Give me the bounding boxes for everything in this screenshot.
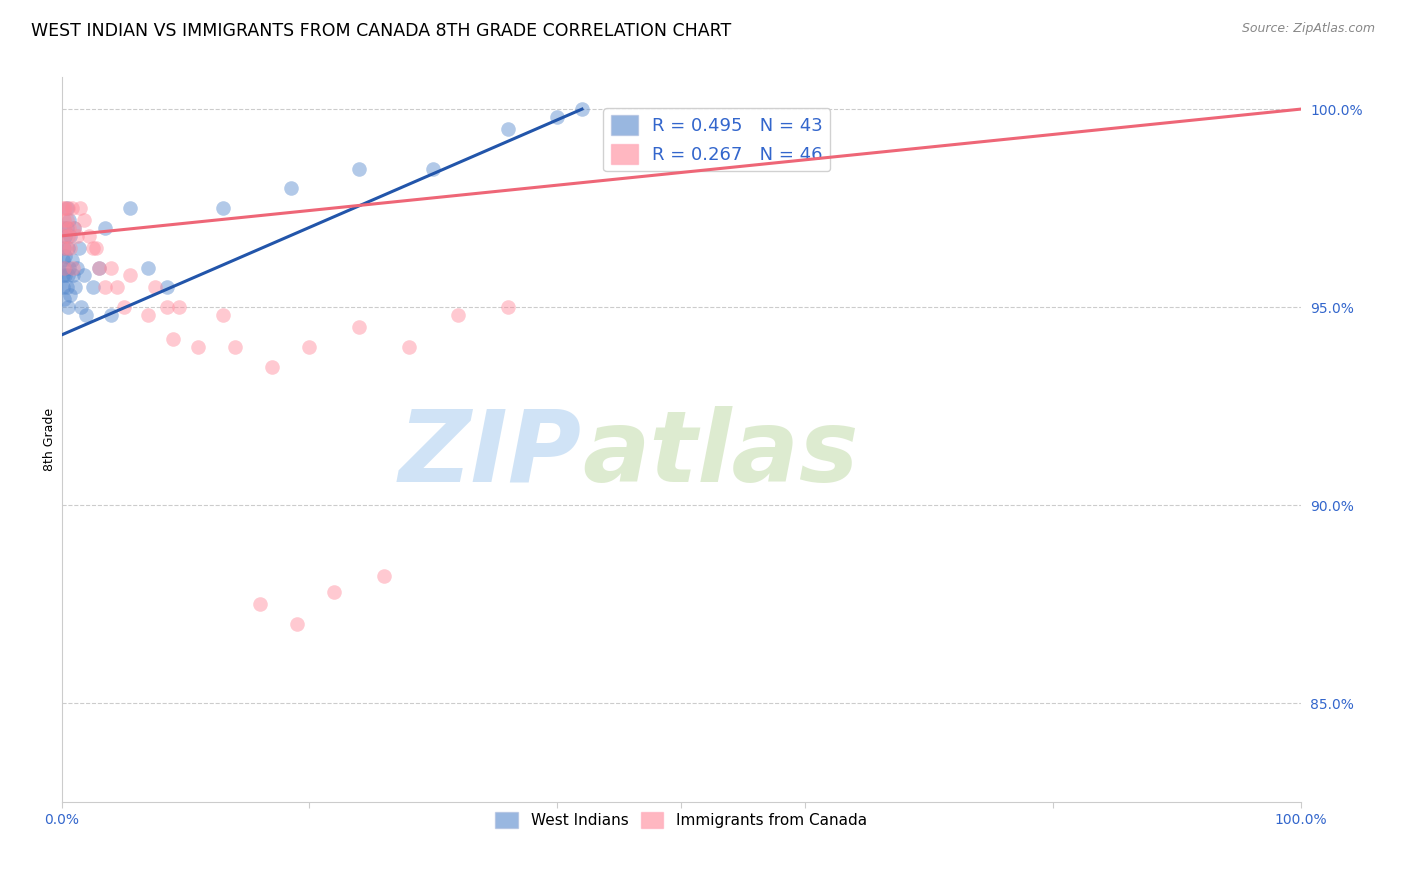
Point bbox=[447, 308, 470, 322]
Y-axis label: 8th Grade: 8th Grade bbox=[44, 409, 56, 471]
Point bbox=[138, 308, 160, 322]
Point bbox=[373, 569, 395, 583]
Point bbox=[58, 221, 80, 235]
Point bbox=[398, 340, 420, 354]
Point bbox=[249, 597, 271, 611]
Point bbox=[285, 617, 308, 632]
Point bbox=[69, 201, 91, 215]
Point bbox=[52, 252, 75, 267]
Point bbox=[63, 221, 86, 235]
Point bbox=[55, 201, 77, 215]
Point bbox=[211, 201, 233, 215]
Point bbox=[55, 280, 77, 294]
Point bbox=[52, 268, 75, 283]
Point bbox=[100, 260, 122, 275]
Point bbox=[55, 268, 77, 283]
Point bbox=[496, 122, 519, 136]
Point bbox=[118, 201, 141, 215]
Point bbox=[323, 585, 346, 599]
Point bbox=[169, 300, 191, 314]
Point bbox=[94, 280, 117, 294]
Point bbox=[62, 268, 84, 283]
Point bbox=[55, 221, 77, 235]
Point bbox=[53, 292, 76, 306]
Point bbox=[162, 332, 184, 346]
Point bbox=[82, 241, 104, 255]
Point bbox=[298, 340, 321, 354]
Point bbox=[87, 260, 110, 275]
Point bbox=[52, 201, 75, 215]
Point bbox=[187, 340, 209, 354]
Point bbox=[52, 280, 75, 294]
Text: ZIP: ZIP bbox=[399, 406, 582, 503]
Point bbox=[59, 241, 82, 255]
Point bbox=[65, 228, 87, 243]
Point bbox=[67, 241, 90, 255]
Point bbox=[73, 213, 96, 227]
Point bbox=[77, 228, 100, 243]
Point bbox=[53, 260, 76, 275]
Point bbox=[156, 280, 179, 294]
Point bbox=[65, 260, 87, 275]
Point bbox=[56, 268, 79, 283]
Point bbox=[143, 280, 166, 294]
Point bbox=[347, 161, 370, 176]
Legend: West Indians, Immigrants from Canada: West Indians, Immigrants from Canada bbox=[489, 806, 873, 835]
Point bbox=[100, 308, 122, 322]
Point bbox=[55, 249, 77, 263]
Point bbox=[86, 241, 108, 255]
Point bbox=[59, 228, 82, 243]
Point bbox=[571, 102, 593, 116]
Point bbox=[53, 213, 76, 227]
Point bbox=[53, 241, 76, 255]
Point bbox=[60, 252, 83, 267]
Point bbox=[82, 280, 104, 294]
Point bbox=[56, 201, 79, 215]
Text: Source: ZipAtlas.com: Source: ZipAtlas.com bbox=[1241, 22, 1375, 36]
Point bbox=[58, 260, 80, 275]
Point bbox=[56, 300, 79, 314]
Point bbox=[56, 241, 79, 255]
Point bbox=[87, 260, 110, 275]
Point bbox=[53, 221, 76, 235]
Point bbox=[55, 228, 77, 243]
Point bbox=[112, 300, 135, 314]
Point bbox=[280, 181, 302, 195]
Point bbox=[347, 320, 370, 334]
Point bbox=[118, 268, 141, 283]
Point bbox=[224, 340, 246, 354]
Point bbox=[546, 110, 568, 124]
Point bbox=[62, 260, 84, 275]
Point bbox=[70, 300, 93, 314]
Point bbox=[58, 213, 80, 227]
Point bbox=[496, 300, 519, 314]
Point bbox=[59, 288, 82, 302]
Point bbox=[63, 221, 86, 235]
Point bbox=[211, 308, 233, 322]
Point bbox=[52, 241, 75, 255]
Point bbox=[65, 280, 87, 294]
Point bbox=[156, 300, 179, 314]
Point bbox=[138, 260, 160, 275]
Point bbox=[94, 221, 117, 235]
Point bbox=[73, 268, 96, 283]
Point bbox=[75, 308, 97, 322]
Point bbox=[422, 161, 444, 176]
Point bbox=[107, 280, 129, 294]
Point bbox=[56, 228, 79, 243]
Point bbox=[53, 228, 76, 243]
Point bbox=[262, 359, 284, 374]
Point bbox=[55, 221, 77, 235]
Point bbox=[60, 201, 83, 215]
Point bbox=[53, 260, 76, 275]
Point bbox=[55, 213, 77, 227]
Point bbox=[55, 241, 77, 255]
Text: atlas: atlas bbox=[582, 406, 859, 503]
Text: WEST INDIAN VS IMMIGRANTS FROM CANADA 8TH GRADE CORRELATION CHART: WEST INDIAN VS IMMIGRANTS FROM CANADA 8T… bbox=[31, 22, 731, 40]
Point bbox=[55, 201, 77, 215]
